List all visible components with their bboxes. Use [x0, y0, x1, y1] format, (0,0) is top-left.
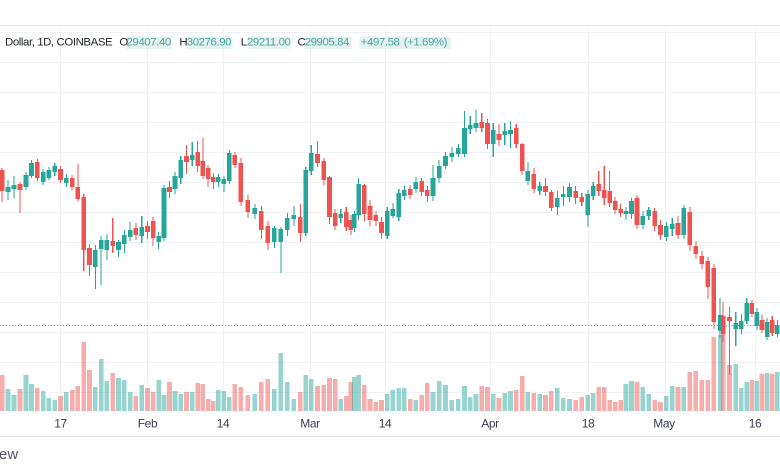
svg-text:May: May: [653, 417, 675, 431]
svg-text:29211.00: 29211.00: [247, 37, 291, 49]
svg-text:29407.40: 29407.40: [127, 37, 171, 49]
svg-text:14: 14: [217, 417, 230, 431]
svg-text:+497.58: +497.58: [361, 37, 400, 49]
svg-text:18: 18: [582, 417, 595, 431]
svg-text:C: C: [298, 37, 306, 49]
svg-text:30276.90: 30276.90: [187, 37, 231, 49]
svg-text:Apr: Apr: [481, 417, 499, 431]
svg-text:ew: ew: [0, 446, 18, 463]
svg-text:Feb: Feb: [138, 417, 158, 431]
svg-text:H: H: [179, 37, 187, 49]
svg-text:L: L: [241, 37, 247, 49]
svg-text:O: O: [119, 37, 128, 49]
svg-text:14: 14: [379, 417, 392, 431]
svg-text:(+1.69%): (+1.69%): [404, 37, 448, 49]
svg-text:Mar: Mar: [300, 417, 320, 431]
svg-text:16: 16: [749, 417, 762, 431]
svg-text:17: 17: [54, 417, 67, 431]
svg-text:Dollar, 1D, COINBASE: Dollar, 1D, COINBASE: [5, 37, 113, 49]
svg-text:29905.84: 29905.84: [305, 37, 349, 49]
